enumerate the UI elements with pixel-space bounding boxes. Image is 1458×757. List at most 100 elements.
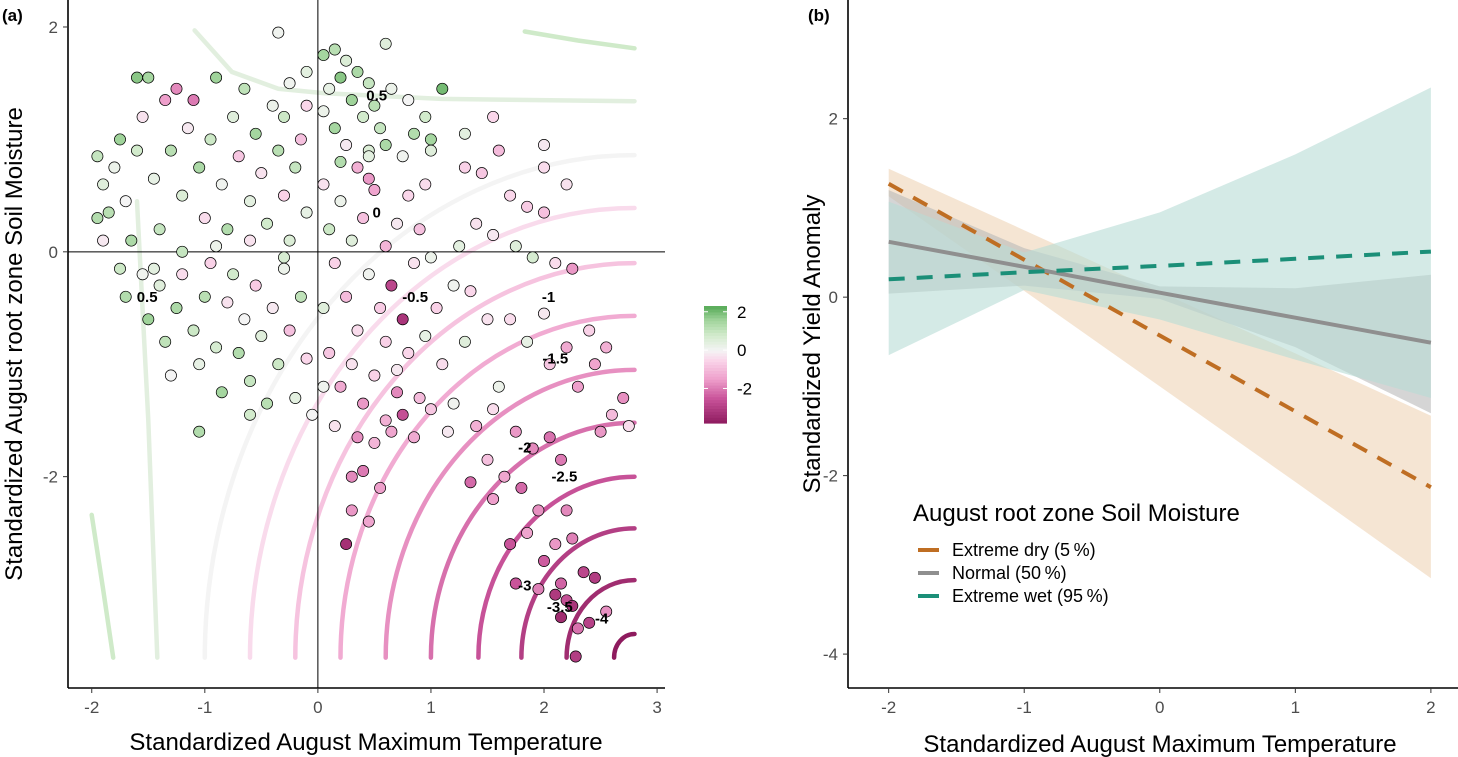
scatter-point <box>521 200 534 213</box>
colorbar-segment <box>704 373 727 377</box>
series-line <box>888 239 1432 345</box>
scatter-point <box>600 341 613 354</box>
scatter-point <box>131 71 143 84</box>
scatter-point <box>351 431 364 444</box>
scatter-point <box>583 324 596 337</box>
contour-label: -1 <box>542 289 555 306</box>
scatter-point <box>357 465 370 477</box>
scatter-point <box>504 538 517 551</box>
scatter-point <box>323 347 336 359</box>
scatter-point <box>413 392 426 404</box>
x-tick-label: 0 <box>313 698 322 717</box>
scatter-point <box>408 257 420 270</box>
scatter-point <box>555 611 567 624</box>
x-tick-label: 3 <box>652 698 661 717</box>
scatter-point <box>328 420 341 433</box>
scatter-point <box>136 268 149 281</box>
colorbar-segment <box>704 349 727 354</box>
scatter-point <box>193 425 206 438</box>
scatter-point <box>385 82 398 95</box>
scatter-point <box>379 414 392 427</box>
scatter-point <box>368 369 381 382</box>
panel-a: 0.5 0 0.5 -0.5 -1 -1.5 -2 -2.5 -3 -3.5 -4 -2 -1 0 1 2 3… <box>1 0 752 756</box>
legend-item-label: Extreme wet (95 %) <box>952 586 1109 606</box>
scatter-point <box>362 150 375 163</box>
colorbar-segment <box>704 408 727 412</box>
scatter-point <box>538 307 550 320</box>
scatter-point <box>272 144 285 157</box>
colorbar-segment <box>704 405 727 409</box>
scatter-point <box>396 150 409 163</box>
series-line <box>887 182 1432 489</box>
scatter-point <box>198 212 211 225</box>
scatter-point <box>119 290 132 303</box>
scatter-point <box>402 189 415 202</box>
scatter-point <box>560 341 573 354</box>
scatter-point <box>193 161 206 174</box>
scatter-point <box>283 324 296 337</box>
scatter-point <box>622 420 635 433</box>
scatter-point <box>447 279 460 292</box>
scatter-point <box>97 178 110 191</box>
scatter-point <box>379 139 392 151</box>
scatter-point <box>385 279 398 292</box>
scatter-point <box>571 380 584 393</box>
scatter-point <box>97 234 110 247</box>
scatter-point <box>424 403 437 416</box>
colorbar-segment <box>704 384 727 389</box>
scatter-point <box>204 257 217 270</box>
scatter-point <box>153 223 166 236</box>
y-axis-title-b: Standardized Yield Anomaly <box>799 195 826 494</box>
scatter-point <box>464 285 477 298</box>
scatter-point <box>210 240 223 253</box>
panel-label-a: (a) <box>2 6 23 25</box>
contour-label: -3.5 <box>547 599 573 616</box>
scatter-point <box>278 251 290 264</box>
x-axis-title-a: Standardized August Maximum Temperature <box>129 729 602 756</box>
colorbar-segment <box>704 367 727 371</box>
x-tick-label: 1 <box>1291 698 1300 717</box>
axes-b: -2 -1 0 1 2 -4 -2 0 2 <box>823 0 1458 717</box>
scatter-point <box>402 347 415 359</box>
scatter-point <box>351 161 364 174</box>
scatter-point <box>345 504 358 517</box>
scatter-point <box>340 538 353 551</box>
scatter-point <box>555 577 567 590</box>
scatter-point <box>424 144 437 157</box>
scatter-point <box>475 167 488 180</box>
colorbar-segment <box>704 387 727 392</box>
scatter-point <box>402 94 415 107</box>
colorbar-segment <box>704 399 727 404</box>
contour-line <box>428 420 637 660</box>
confidence-band <box>888 87 1431 398</box>
contour-line <box>202 152 637 660</box>
scatter-point <box>317 380 330 393</box>
scatter-point <box>549 588 562 601</box>
scatter-point <box>164 144 177 157</box>
colorbar-segment <box>704 341 727 345</box>
scatter-point <box>532 583 545 596</box>
colorbar-segment <box>704 335 727 339</box>
y-axis-title-a: Standardized August root zone Soil Moist… <box>1 107 28 581</box>
scatter-point <box>283 234 296 247</box>
scatter-point <box>244 195 256 208</box>
colorbar-segment <box>704 346 727 351</box>
y-tick-label: 0 <box>49 243 58 262</box>
scatter-point <box>238 82 251 95</box>
contour-label: 0.5 <box>137 289 158 306</box>
scatter-point <box>244 408 256 421</box>
colorbar-segment <box>704 402 727 407</box>
scatter-point <box>255 167 268 180</box>
scatter-point <box>571 622 584 635</box>
scatter-point <box>147 262 160 275</box>
scatter-point <box>238 313 251 326</box>
scatter-point <box>504 189 517 202</box>
scatter-point <box>526 251 539 264</box>
y-tick-label: -4 <box>823 645 838 664</box>
scatter-point <box>317 302 330 314</box>
scatter-point <box>345 358 358 371</box>
scatter-point <box>538 206 550 219</box>
scatter-point <box>114 133 126 146</box>
scatter-point <box>368 99 381 112</box>
colorbar-segment <box>704 344 727 348</box>
